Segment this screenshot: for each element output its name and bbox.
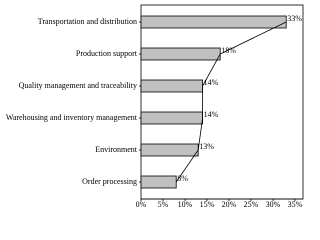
x-tick-label: 0% — [136, 200, 147, 209]
bar — [140, 79, 203, 93]
x-tick-label: 15% — [200, 200, 215, 209]
bar — [140, 111, 203, 125]
value-label: 14% — [204, 78, 219, 87]
bar — [140, 47, 221, 61]
plot-frame — [140, 4, 304, 200]
value-label: 13% — [199, 142, 214, 151]
y-tick-label: Transportation and distribution — [38, 17, 137, 26]
y-tick-label: Warehousing and inventory management — [6, 113, 138, 122]
value-label: 18% — [221, 46, 236, 55]
bar — [140, 143, 199, 157]
x-tick-label: 30% — [266, 200, 281, 209]
value-label: 8% — [177, 174, 188, 183]
x-tick-label: 20% — [222, 200, 237, 209]
y-tick-label: Production support — [76, 49, 138, 58]
x-tick-label: 10% — [178, 200, 193, 209]
connector-line — [175, 21, 287, 183]
x-tick-label: 35% — [288, 200, 303, 209]
bar — [140, 175, 177, 189]
y-tick-label: Environment — [95, 145, 138, 154]
value-label: 33% — [287, 14, 302, 23]
bar — [140, 15, 287, 29]
value-label: 14% — [204, 110, 219, 119]
x-tick-label: 25% — [244, 200, 259, 209]
y-tick-label: Quality management and traceability — [19, 81, 137, 90]
chart: 0% 5% 10% 15% 20% 25% 30% 35% Transportation and… — [6, 4, 304, 209]
y-tick-label: Order processing — [82, 177, 137, 186]
x-tick-label: 5% — [158, 200, 169, 209]
